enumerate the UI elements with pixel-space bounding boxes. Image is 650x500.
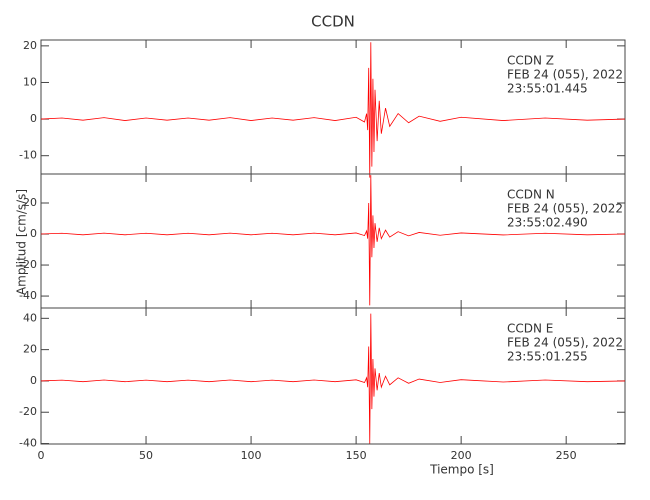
chart-title: CCDN: [311, 13, 355, 31]
x-tick-label: 50: [139, 449, 153, 462]
annotation: CCDN N: [507, 188, 555, 202]
x-axis-label: Tiempo [s]: [429, 463, 494, 477]
y-tick-label: 20: [23, 196, 37, 209]
y-tick-label: -20: [19, 405, 37, 418]
y-tick-label: 0: [30, 112, 37, 125]
trace: [40, 313, 626, 444]
annotation: 23:55:01.255: [507, 350, 588, 364]
x-tick-label: 250: [556, 449, 577, 462]
x-tick-label: 0: [38, 449, 45, 462]
annotation: CCDN Z: [507, 54, 554, 68]
y-tick-label: -40: [19, 437, 37, 450]
panel-frame: [40, 307, 626, 445]
y-tick-label: 10: [23, 75, 37, 88]
y-tick-label: -20: [19, 258, 37, 271]
y-tick-label: 20: [23, 343, 37, 356]
annotation: 23:55:01.445: [507, 82, 588, 96]
y-tick-label: -40: [19, 289, 37, 302]
x-tick-label: 150: [346, 449, 367, 462]
y-tick-label: -10: [19, 149, 37, 162]
x-tick-label: 200: [451, 449, 472, 462]
trace: [40, 175, 626, 306]
annotation: 23:55:02.490: [507, 216, 588, 230]
annotation: FEB 24 (055), 2022: [507, 68, 623, 82]
y-tick-label: 20: [23, 39, 37, 52]
y-tick-label: 40: [23, 311, 37, 324]
annotation: FEB 24 (055), 2022: [507, 202, 623, 216]
annotation: FEB 24 (055), 2022: [507, 336, 623, 350]
trace: [40, 42, 626, 178]
x-tick-label: 100: [241, 449, 262, 462]
annotation: CCDN E: [507, 322, 553, 336]
y-axis-label: Amplitud [cm/s/s]: [15, 189, 29, 295]
y-tick-label: 0: [30, 374, 37, 387]
y-tick-label: 0: [30, 227, 37, 240]
